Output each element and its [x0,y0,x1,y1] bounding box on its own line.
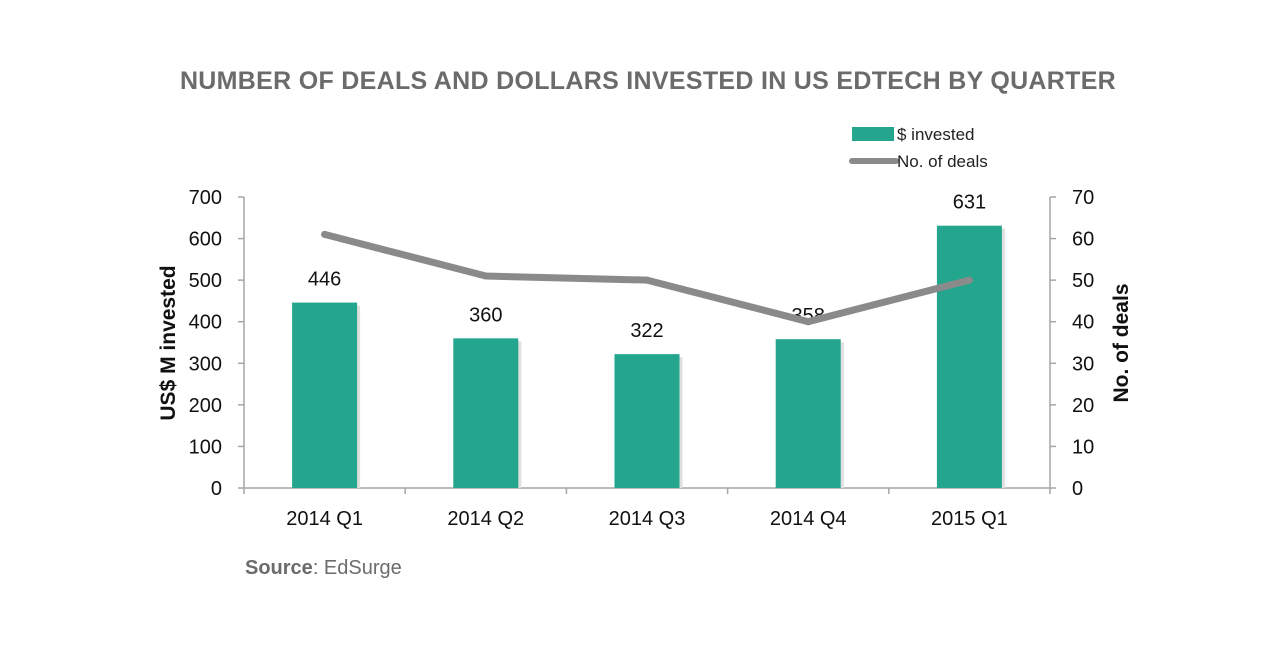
deals-point [804,318,812,326]
left-axis-tick-label: 300 [189,353,222,375]
right-axis-tick-label: 70 [1072,187,1094,209]
right-axis-tick-label: 40 [1072,312,1094,334]
bar [936,225,1002,489]
x-axis-tick-label: 2014 Q4 [770,508,847,530]
right-axis-tick-label: 60 [1072,229,1094,251]
right-axis-tick-label: 10 [1072,436,1094,458]
bar-data-label: 631 [953,192,986,214]
bar-data-label: 322 [630,320,663,342]
left-axis-tick-label: 200 [189,395,222,417]
bar-data-label: 446 [308,269,341,291]
left-axis-tick-label: 500 [189,270,222,292]
legend-swatch-invested [852,127,894,141]
right-axis-title: No. of deals [1110,283,1133,402]
right-axis-tick-label: 20 [1072,395,1094,417]
left-axis-tick-label: 700 [189,187,222,209]
deals-point [965,276,973,284]
right-axis-tick-label: 30 [1072,353,1094,375]
left-axis-tick-label: 400 [189,312,222,334]
left-axis: 0 100 200 300 400 500 600 700 [189,187,245,500]
bar [453,338,519,488]
bar-data-label: 360 [469,304,502,326]
x-axis-tick-label: 2015 Q1 [931,508,1008,530]
x-axis-tick-label: 2014 Q2 [447,508,524,530]
source-note: Source: EdSurge [245,557,402,579]
x-axis-tick-label: 2014 Q3 [609,508,686,530]
bar [775,339,841,488]
x-axis-tick-label: 2014 Q1 [286,508,363,530]
bar-series-invested [292,225,1005,489]
bar [614,354,680,488]
chart-title: NUMBER OF DEALS AND DOLLARS INVESTED IN … [180,67,1116,95]
left-axis-tick-label: 600 [189,229,222,251]
x-axis: 2014 Q1 2014 Q2 2014 Q3 2014 Q4 2015 Q1 [243,487,1051,530]
deals-point [643,276,651,284]
legend-label-deals: No. of deals [897,152,988,171]
deals-point [321,230,329,238]
deals-point [482,272,490,280]
source-value: : EdSurge [313,557,402,579]
source-label: Source [245,557,313,579]
right-axis: 0 10 20 30 40 50 60 70 [1049,187,1094,500]
right-axis-tick-label: 50 [1072,270,1094,292]
legend-label-invested: $ invested [897,125,975,144]
left-axis-tick-label: 0 [211,478,222,500]
left-axis-title: US$ M invested [157,265,180,420]
right-axis-tick-label: 0 [1072,478,1083,500]
bar [292,302,358,488]
left-axis-tick-label: 100 [189,436,222,458]
legend: $ invested No. of deals [849,125,988,171]
line-series-deals [321,230,973,326]
